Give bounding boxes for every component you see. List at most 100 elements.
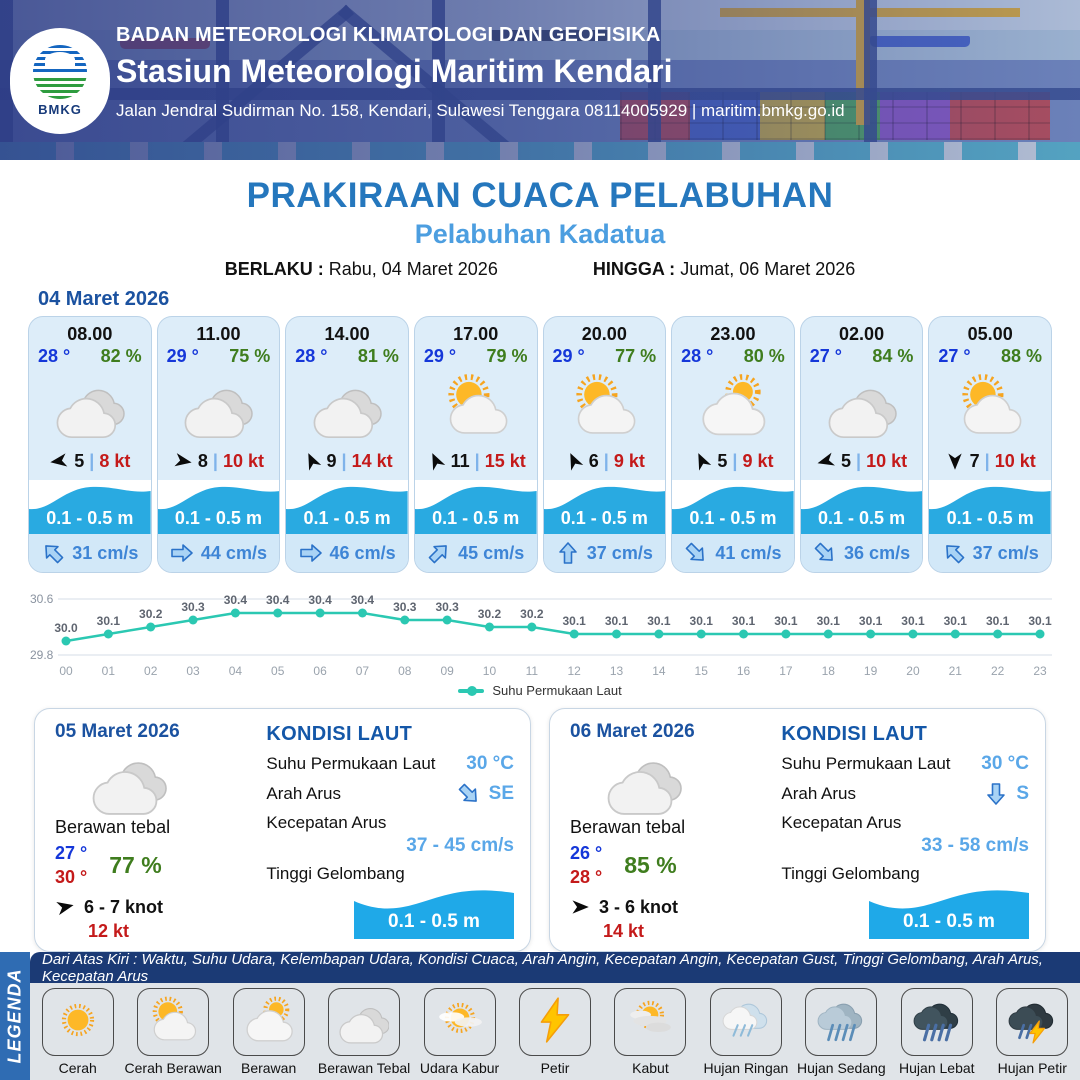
wave-icon	[543, 486, 666, 534]
forecast-card: 14.00 28 ° 81 % 9 | 14 kt 0.1 - 0.5 m 46…	[285, 316, 409, 573]
wave-icon	[929, 486, 1051, 534]
svg-text:17: 17	[779, 664, 793, 678]
weather-icon	[672, 367, 794, 445]
svg-text:30.3: 30.3	[393, 600, 417, 614]
weather-icon	[592, 743, 712, 817]
current-direction-label: Arah Arus	[266, 784, 342, 803]
bmkg-emblem-icon	[33, 45, 87, 99]
svg-text:21: 21	[949, 664, 963, 678]
gust-speed: 8 kt	[99, 450, 131, 471]
svg-text:30.2: 30.2	[520, 607, 544, 621]
daily-weather-summary: 05 Maret 2026 Berawan tebal 27 ° 30 ° 77…	[55, 721, 252, 941]
legend-item: Cerah	[33, 988, 123, 1076]
gust-speed: 9 kt	[742, 450, 774, 471]
weather-condition: Berawan tebal	[570, 817, 686, 837]
svg-text:01: 01	[102, 664, 116, 678]
legend-item: Cerah Berawan	[125, 988, 222, 1076]
legend-content: Dari Atas Kiri : Waktu, Suhu Udara, Kele…	[30, 951, 1080, 1080]
sea-conditions: KONDISI LAUT Suhu Permukaan Laut 30 °C A…	[773, 721, 1029, 939]
legend-weather-icon	[721, 995, 771, 1050]
weather-condition: Berawan tebal	[55, 817, 171, 837]
legend-item: Hujan Petir	[987, 988, 1077, 1076]
forecast-date: 04 Maret 2026	[38, 288, 170, 310]
wave-height-box: 0.1 - 0.5 m	[869, 883, 1029, 939]
legend-weather-icon	[1007, 995, 1057, 1050]
wind-speed: 9	[326, 450, 337, 471]
berlaku-value: Rabu, 04 Maret 2026	[328, 259, 498, 279]
header-blue-overlay	[0, 0, 1080, 160]
air-temperature: 27 °	[809, 346, 842, 366]
weather-icon	[544, 367, 666, 445]
legend-icon-box	[137, 988, 210, 1056]
sst-label: Suhu Permukaan Laut	[781, 754, 951, 773]
humidity: 82 %	[100, 346, 142, 366]
forecast-time: 14.00	[324, 324, 370, 344]
svg-text:30.0: 30.0	[54, 621, 78, 635]
svg-text:18: 18	[822, 664, 836, 678]
temps-row: 27 ° 30 ° 77 %	[55, 841, 252, 890]
separator: |	[474, 450, 480, 471]
temp-max: 28 °	[570, 867, 603, 888]
wave-icon	[672, 486, 794, 534]
legend-weather-icon	[435, 995, 485, 1050]
temp-humidity-row: 28 ° 82 %	[29, 345, 151, 367]
page-title: PRAKIRAAN CUACA PELABUHAN	[246, 176, 834, 215]
legend-weather-icon	[816, 995, 866, 1050]
wave-height: 0.1 - 0.5 m	[46, 508, 134, 528]
temp-humidity-row: 29 ° 77 %	[544, 345, 666, 367]
current-direction-icon	[36, 536, 70, 570]
svg-text:30.4: 30.4	[224, 593, 248, 607]
daily-card: 06 Maret 2026 Berawan tebal 26 ° 28 ° 85…	[549, 708, 1046, 952]
sst-row: Suhu Permukaan Laut 30 °C	[266, 753, 514, 775]
svg-text:23: 23	[1033, 664, 1047, 678]
wave-icon	[869, 890, 1029, 939]
wind-direction-icon	[171, 449, 194, 472]
svg-text:11: 11	[526, 664, 539, 678]
daily-date: 05 Maret 2026	[55, 721, 180, 742]
wind-direction-icon	[689, 448, 716, 475]
humidity: 85 %	[624, 851, 677, 878]
daily-weather-summary: 06 Maret 2026 Berawan tebal 26 ° 28 ° 85…	[570, 721, 767, 941]
wave-height: 0.1 - 0.5 m	[174, 508, 262, 528]
forecast-card: 23.00 28 ° 80 % 5 | 9 kt 0.1 - 0.5 m 41 …	[671, 316, 795, 573]
weather-icon	[158, 367, 280, 445]
wave-icon	[414, 486, 537, 534]
current-speed: 31 cm/s	[72, 542, 139, 563]
separator: |	[732, 450, 738, 471]
current-speed-label: Kecepatan Arus	[781, 813, 902, 832]
svg-text:30.1: 30.1	[859, 614, 883, 628]
svg-text:07: 07	[356, 664, 370, 678]
legend-weather-icon	[148, 995, 198, 1050]
wave-height: 0.1 - 0.5 m	[432, 508, 520, 528]
forecast-time: 23.00	[710, 324, 756, 344]
wind-speed: 5	[717, 450, 728, 471]
svg-text:02: 02	[144, 664, 158, 678]
gust-speed: 14 kt	[603, 920, 645, 941]
hingga: HINGGA : Jumat, 06 Maret 2026	[593, 259, 855, 280]
current-direction-value: S	[1016, 783, 1029, 804]
current-speed-row: Kecepatan Arus	[781, 813, 1029, 833]
legend-label: Cerah Berawan	[124, 1060, 222, 1076]
forecast-time: 17.00	[453, 324, 499, 344]
current-speed: 41 cm/s	[715, 542, 782, 563]
humidity: 79 %	[486, 346, 528, 366]
berlaku-label: BERLAKU :	[224, 259, 324, 279]
hourly-forecast-row: 08.00 28 ° 82 % 5 | 8 kt 0.1 - 0.5 m 31 …	[28, 316, 1052, 573]
current-direction-icon	[984, 782, 1008, 806]
current-direction-icon	[679, 536, 713, 570]
forecast-time: 11.00	[196, 324, 241, 344]
wave-height-band: 0.1 - 0.5 m	[672, 480, 794, 534]
berlaku: BERLAKU : Rabu, 04 Maret 2026	[225, 259, 498, 280]
current-speed: 46 cm/s	[329, 542, 396, 563]
current-direction-row: Arah Arus SE	[266, 782, 514, 806]
svg-text:30.1: 30.1	[562, 614, 586, 628]
sst-chart-panel: 30.6 29.8 30.0 00 30.1 01 30.2 02 30.3 03 30.4 04 30…	[28, 583, 1052, 698]
current-direction-label: Arah Arus	[781, 784, 857, 803]
svg-text:00: 00	[59, 664, 73, 678]
current-speed-value: 37 - 45 cm/s	[406, 835, 514, 856]
wind-row: 7 | 10 kt	[929, 445, 1051, 477]
hingga-label: HINGGA :	[592, 259, 676, 279]
humidity: 75 %	[229, 346, 271, 366]
current-row: 41 cm/s	[672, 534, 794, 572]
svg-text:30.3: 30.3	[435, 600, 459, 614]
